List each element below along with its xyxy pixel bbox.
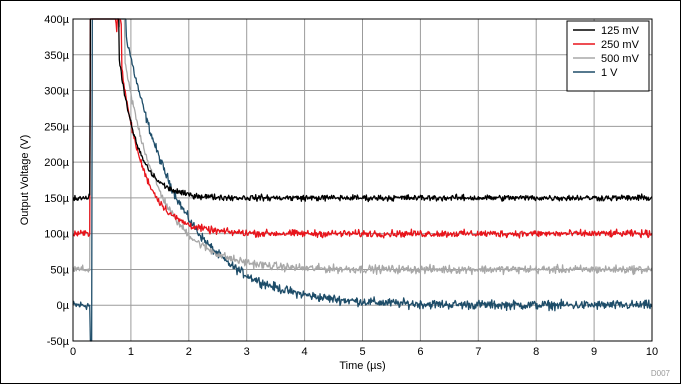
series-line	[72, 18, 653, 203]
x-tick-label: 0	[70, 346, 76, 358]
grid	[72, 18, 653, 342]
y-axis-title: Output Voltage (V)	[19, 135, 31, 226]
x-tick-label: 3	[244, 346, 250, 358]
legend-box	[566, 20, 650, 92]
x-axis-title: Time (µs)	[339, 360, 385, 372]
x-tick-label: 8	[533, 346, 539, 358]
series-line	[72, 18, 653, 239]
figure-id: D007	[651, 369, 671, 378]
y-tick-label: 150µ	[44, 193, 69, 205]
y-tick-label: 100µ	[44, 229, 69, 241]
legend-label: 250 mV	[601, 39, 640, 51]
tick-labels: 0 1 2 3 4 5 6 7 8 9 10 -50µ 0µ 50µ 100µ 150µ 200µ 250µ 300…	[44, 14, 658, 358]
x-tick-label: 4	[302, 346, 308, 358]
y-tick-label: 50µ	[50, 264, 69, 276]
y-tick-label: 400µ	[44, 14, 69, 26]
y-tick-label: 350µ	[44, 50, 69, 62]
legend-label: 1 V	[601, 67, 618, 79]
x-tick-label: 2	[186, 346, 192, 358]
y-tick-label: 0µ	[57, 300, 70, 312]
series-group	[72, 18, 653, 342]
x-tick-label: 7	[475, 346, 481, 358]
legend-label: 125 mV	[601, 25, 640, 37]
x-tick-label: 9	[591, 346, 597, 358]
x-tick-label: 10	[646, 346, 658, 358]
legend: 125 mV 250 mV 500 mV 1 V	[566, 20, 650, 92]
y-tick-label: -50µ	[47, 336, 70, 348]
plot-border	[72, 18, 653, 342]
series-line	[72, 18, 653, 342]
series-line	[72, 18, 653, 276]
legend-label: 500 mV	[601, 53, 640, 65]
y-tick-label: 300µ	[44, 86, 69, 98]
y-tick-label: 200µ	[44, 157, 69, 169]
x-tick-label: 1	[128, 346, 134, 358]
y-tick-label: 250µ	[44, 121, 69, 133]
x-tick-label: 6	[417, 346, 423, 358]
x-tick-label: 5	[359, 346, 365, 358]
